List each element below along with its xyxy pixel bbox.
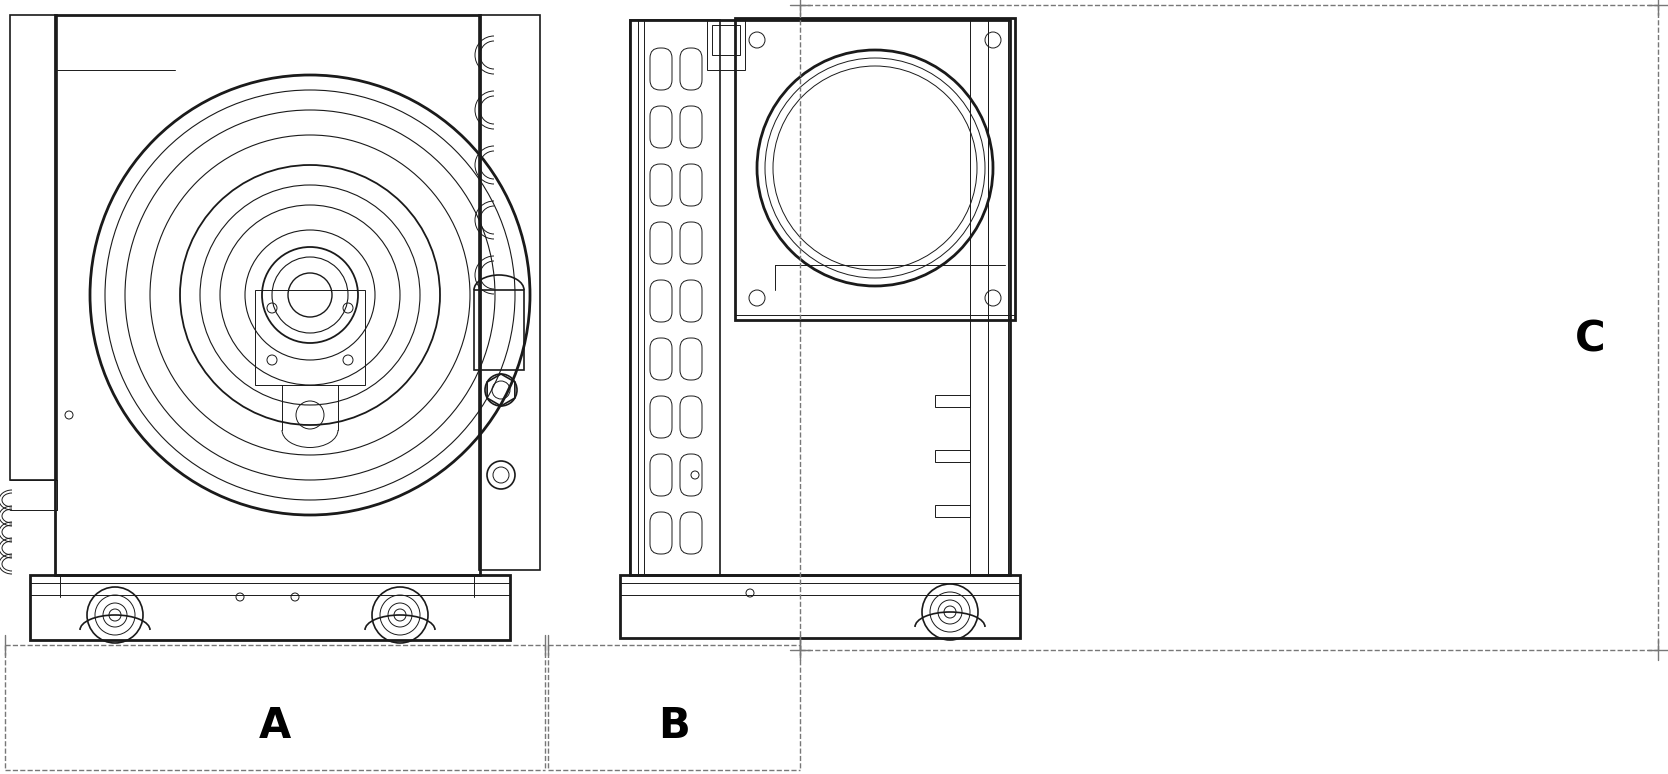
Bar: [971, 20, 987, 575]
Bar: [479, 15, 540, 570]
Bar: [712, 25, 741, 55]
Text: B: B: [659, 705, 691, 747]
Bar: [631, 20, 721, 575]
Bar: [936, 395, 971, 407]
Bar: [255, 290, 365, 385]
Bar: [631, 20, 1011, 575]
Bar: [55, 15, 480, 575]
Bar: [30, 575, 510, 640]
Bar: [936, 505, 971, 517]
Bar: [936, 450, 971, 462]
Bar: [736, 18, 1016, 320]
Text: A: A: [259, 705, 292, 747]
Bar: [10, 15, 57, 480]
Text: C: C: [1575, 319, 1605, 361]
Bar: [707, 20, 746, 70]
Bar: [474, 290, 524, 370]
Bar: [620, 575, 1021, 638]
Bar: [987, 20, 1007, 575]
